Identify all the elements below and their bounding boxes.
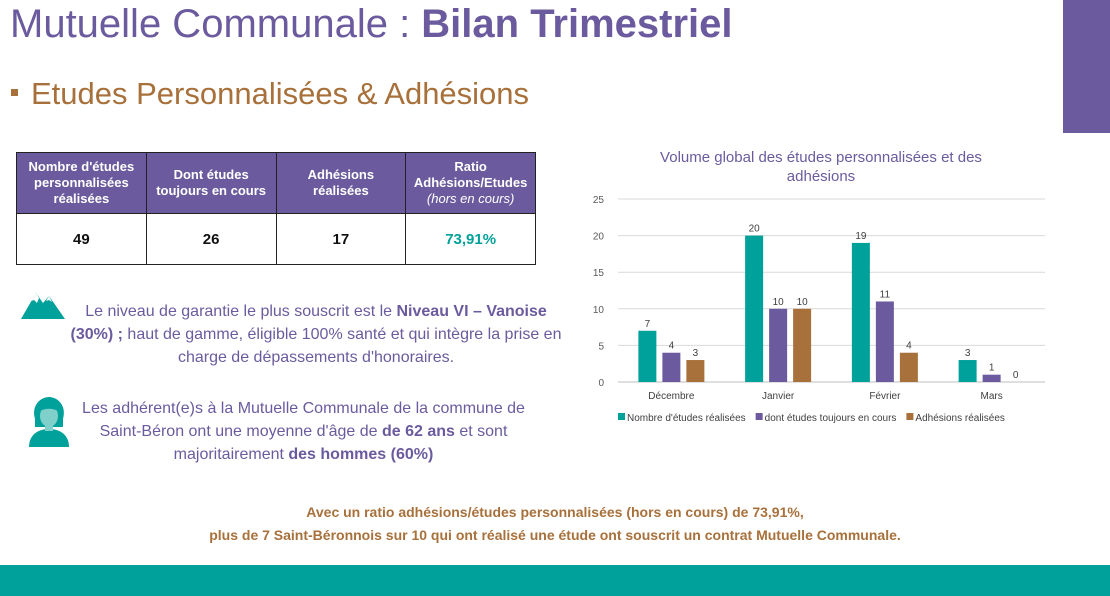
bar-value-label: 3 [693,348,699,359]
bar-value-label: 20 [749,224,761,235]
x-category-label: Février [869,391,901,402]
x-category-label: Mars [981,391,1003,402]
bar-value-label: 11 [880,289,891,300]
y-tick-label: 10 [593,305,605,316]
kpi-value-studies: 49 [16,213,147,265]
person-icon [29,397,69,447]
bar [662,352,681,382]
legend-swatch [906,413,914,420]
kpi-value-ratio: 73,91% [405,213,536,265]
y-tick-label: 20 [593,232,605,243]
subtitle-text: Etudes Personnalisées & Adhésions [31,76,530,111]
x-category-label: Janvier [762,391,795,402]
kpi-table: Nombre d'études personnalisées réalisées D… [16,152,536,265]
x-category-label: Décembre [648,391,695,402]
kpi-header-studies: Nombre d'études personnalisées réalisées [16,152,147,214]
kpi-value-row: 49 26 17 73,91% [16,213,536,265]
bar-value-label: 7 [645,319,651,330]
chart-title-line-1: Volume global des études personnalisées … [660,149,982,166]
legend-swatch [618,413,625,420]
bar-value-label: 10 [797,297,809,308]
conclusion-text: Avec un ratio adhésions/études personnal… [0,501,1110,547]
kpi-header-row: Nombre d'études personnalisées réalisées D… [16,152,536,214]
title-bold: Bilan Trimestriel [421,2,733,46]
bar [638,330,657,382]
footer-band [0,565,1110,596]
conclusion-line-1: Avec un ratio adhésions/études personnal… [306,504,804,520]
conclusion-line-2: plus de 7 Saint-Béronnois sur 10 qui ont… [209,527,901,543]
kpi-header-ratio: Ratio Adhésions/Etudes (hors en cours) [405,152,536,214]
legend-label: Nombre d'études réalisées [627,413,746,424]
bar [769,308,788,382]
kpi-header-memberships: Adhésions réalisées [275,152,407,214]
bar-value-label: 10 [773,297,785,308]
bar-value-label: 0 [1013,370,1019,381]
y-tick-label: 25 [593,195,605,206]
chart-axis-labels: 0 5 10 15 20 25 Décembre Janvier Février Mars [593,195,1003,402]
bar [851,242,870,382]
bar-value-label: 1 [989,363,995,374]
chart-title-line-2: adhésions [787,168,855,185]
title-prefix: Mutuelle Communale : [10,2,422,46]
section-subtitle: Etudes Personnalisées & Adhésions [11,76,529,112]
side-accent-bar [1063,0,1110,133]
bar [686,360,705,382]
bar [899,352,918,382]
legend-swatch [755,413,763,420]
guarantee-info-text: Le niveau de garantie le plus souscrit e… [70,303,562,366]
chart-legend: Nombre d'études réalisées dont études tou… [618,413,1005,424]
bar-value-label: 19 [855,231,867,242]
y-tick-label: 15 [593,268,605,279]
kpi-value-memberships: 17 [275,213,407,265]
bullet-icon [11,89,18,97]
bar-value-label: 4 [669,341,675,352]
bar [982,374,1001,382]
kpi-header-in-progress: Dont études toujours en cours [145,152,277,214]
bar [875,301,894,382]
chart-grid [618,198,1045,383]
chart-bars [638,235,1001,382]
bar-value-label: 3 [965,348,971,359]
y-tick-label: 0 [598,378,604,389]
page-title: Mutuelle Communale : Bilan Trimestriel [10,2,733,47]
mountain-icon [21,293,65,319]
chart-title: Volume global des études personnalisées … [660,149,982,185]
kpi-value-in-progress: 26 [145,213,277,265]
bar [793,308,812,382]
bar [958,360,977,382]
members-info-text: Les adhérent(e)s à la Mutuelle Communale… [82,400,525,463]
bar-value-label: 4 [906,341,912,352]
studies-bar-chart: Volume global des études personnalisées … [593,149,1045,424]
bar [745,235,764,382]
y-tick-label: 5 [598,341,604,352]
legend-label: Adhésions réalisées [915,413,1005,424]
legend-label: dont études toujours en cours [765,413,897,424]
